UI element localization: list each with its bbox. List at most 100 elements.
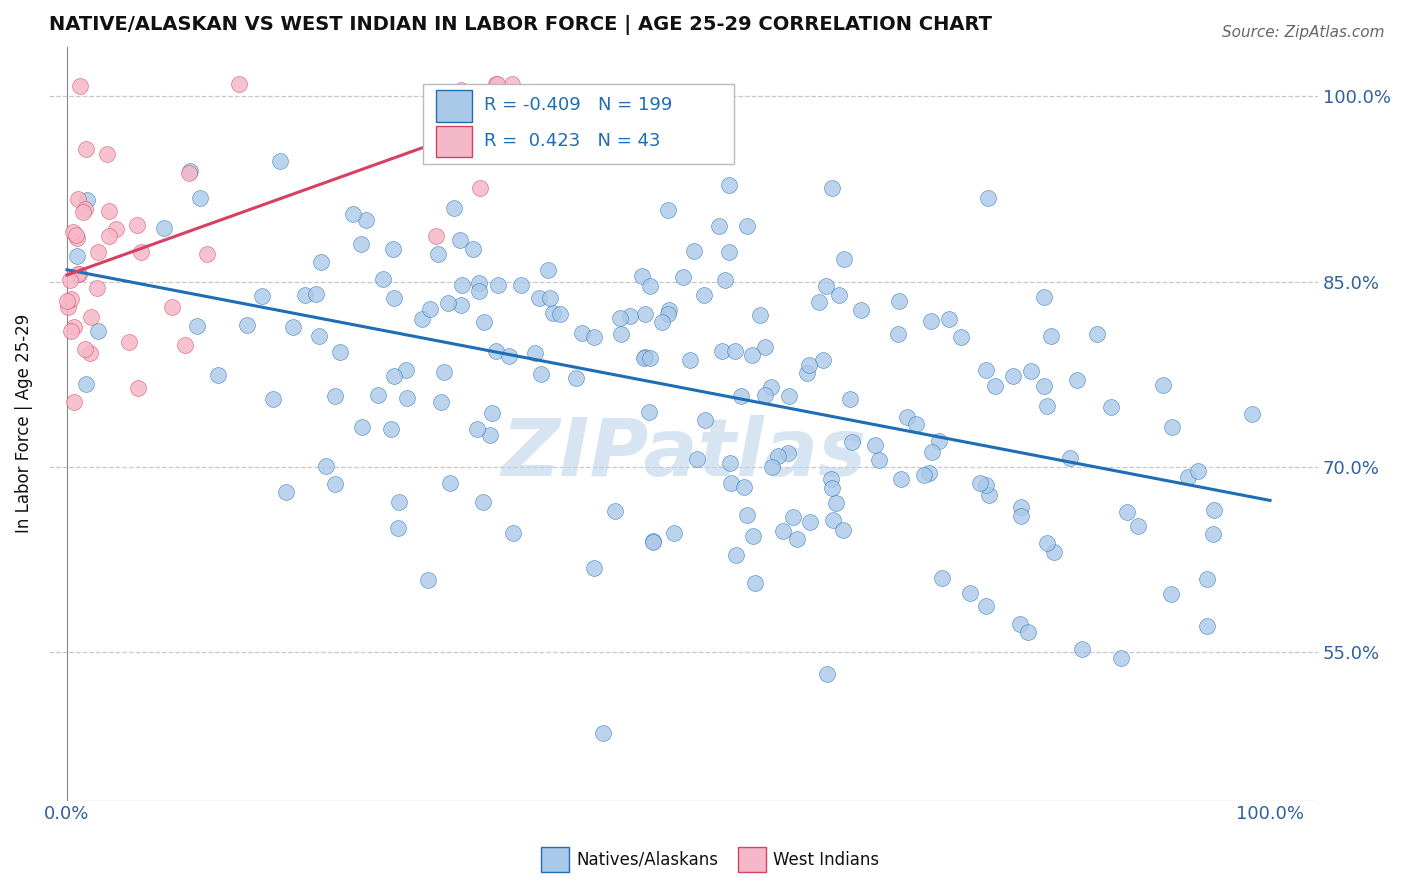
Point: [744, 576, 766, 591]
Point: [638, 279, 661, 293]
Point: [974, 599, 997, 613]
Point: [1161, 420, 1184, 434]
Point: [839, 392, 862, 406]
Point: [592, 725, 614, 739]
Point: [188, 191, 211, 205]
Point: [1109, 650, 1132, 665]
Point: [1071, 642, 1094, 657]
Text: Source: ZipAtlas.com: Source: ZipAtlas.com: [1222, 25, 1385, 40]
Text: R = -0.409   N = 199: R = -0.409 N = 199: [484, 96, 672, 114]
Point: [977, 488, 1000, 502]
Point: [686, 451, 709, 466]
Point: [207, 368, 229, 382]
Point: [471, 495, 494, 509]
Point: [983, 379, 1005, 393]
Point: [530, 367, 553, 381]
Point: [66, 249, 89, 263]
Point: [66, 268, 89, 282]
Point: [416, 573, 439, 587]
Point: [797, 358, 820, 372]
FancyBboxPatch shape: [436, 126, 471, 158]
FancyBboxPatch shape: [436, 90, 471, 122]
Point: [1202, 503, 1225, 517]
Point: [868, 453, 890, 467]
Point: [118, 334, 141, 349]
Point: [461, 242, 484, 256]
Point: [323, 389, 346, 403]
Point: [508, 100, 530, 114]
Point: [262, 392, 284, 406]
Point: [73, 342, 96, 356]
Point: [1128, 519, 1150, 533]
Point: [350, 237, 373, 252]
Point: [1066, 373, 1088, 387]
Point: [502, 526, 524, 541]
Point: [718, 456, 741, 470]
Point: [276, 485, 298, 500]
Point: [754, 388, 776, 402]
Point: [498, 349, 520, 363]
Point: [501, 77, 523, 91]
Point: [737, 219, 759, 234]
Point: [152, 221, 174, 235]
Point: [538, 291, 561, 305]
Point: [350, 420, 373, 434]
Point: [1116, 505, 1139, 519]
Point: [294, 288, 316, 302]
Point: [382, 292, 405, 306]
Point: [565, 371, 588, 385]
Point: [380, 422, 402, 436]
Point: [56, 293, 79, 308]
Point: [97, 204, 120, 219]
Point: [98, 229, 121, 244]
Point: [896, 409, 918, 424]
Point: [578, 138, 600, 153]
Point: [436, 296, 458, 310]
Point: [969, 475, 991, 490]
Point: [177, 166, 200, 180]
Text: Natives/Alaskans: Natives/Alaskans: [576, 851, 718, 869]
Point: [786, 532, 808, 546]
Point: [486, 278, 509, 293]
Point: [73, 202, 96, 216]
Point: [1039, 329, 1062, 343]
Point: [672, 270, 695, 285]
Point: [920, 313, 942, 327]
Point: [711, 344, 734, 359]
Point: [912, 468, 935, 483]
Point: [1195, 572, 1218, 586]
Point: [395, 363, 418, 377]
Point: [693, 287, 716, 301]
Point: [127, 381, 149, 395]
Point: [76, 193, 98, 207]
Point: [1033, 290, 1056, 304]
Point: [86, 281, 108, 295]
Point: [741, 348, 763, 362]
Point: [548, 307, 571, 321]
Point: [72, 205, 94, 219]
Point: [105, 222, 128, 236]
Point: [58, 300, 80, 314]
Point: [776, 445, 799, 459]
Point: [811, 353, 834, 368]
Point: [186, 318, 208, 333]
Point: [1177, 470, 1199, 484]
Point: [179, 163, 201, 178]
Point: [683, 244, 706, 258]
Point: [87, 245, 110, 260]
Point: [59, 292, 82, 306]
Point: [921, 445, 943, 459]
Point: [723, 344, 745, 359]
Point: [75, 377, 97, 392]
Point: [724, 548, 747, 562]
Point: [468, 181, 491, 195]
Point: [928, 434, 950, 448]
Point: [1036, 399, 1059, 413]
Point: [815, 667, 838, 681]
Point: [741, 529, 763, 543]
Point: [1241, 407, 1264, 421]
Point: [1187, 464, 1209, 478]
Point: [609, 310, 631, 325]
Point: [582, 561, 605, 575]
Point: [772, 524, 794, 538]
